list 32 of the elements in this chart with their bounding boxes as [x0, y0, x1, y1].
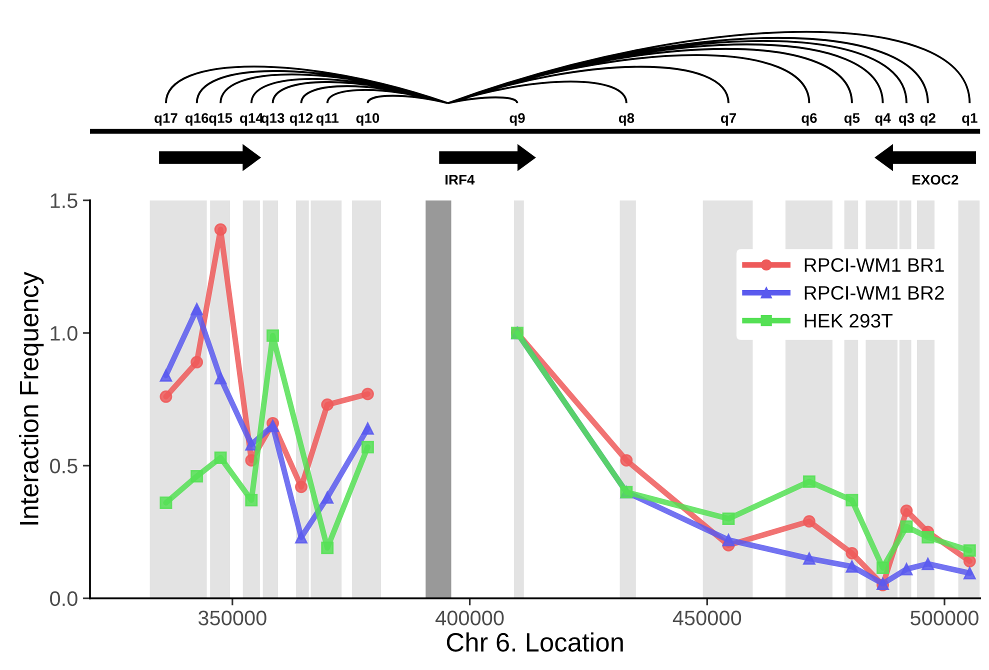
- text: q11: [316, 113, 339, 126]
- x-tick-label: 500000: [910, 610, 978, 626]
- x-axis-title: Chr 6. Location: [446, 632, 623, 652]
- y-tick-label: 1.5: [50, 194, 78, 208]
- text: q10: [356, 113, 380, 126]
- text: q12: [290, 113, 313, 126]
- text: q6: [802, 113, 817, 126]
- x-tick-label: 350000: [198, 610, 266, 626]
- legend-label: RPCI-WM1 BR1: [804, 258, 944, 272]
- text: q16: [185, 113, 208, 126]
- text: q17: [154, 113, 178, 126]
- x-tick-label: 400000: [436, 610, 504, 626]
- y-tick-label: 0.5: [50, 458, 78, 474]
- text: q15: [209, 113, 232, 126]
- x-tick-label: 450000: [672, 610, 742, 626]
- text: EXOC2: [912, 174, 958, 185]
- text: q2: [920, 113, 936, 126]
- text: q5: [844, 113, 860, 126]
- legend-label: HEK 293T: [804, 314, 893, 328]
- text: IRF4: [446, 174, 475, 185]
- text: q3: [898, 113, 914, 126]
- text: q8: [618, 113, 634, 126]
- y-axis-title: Interaction Frequency: [19, 272, 44, 524]
- text: q13: [261, 113, 284, 126]
- text: q7: [720, 113, 736, 126]
- text: q9: [510, 113, 525, 126]
- text: q4: [875, 113, 891, 126]
- text: q14: [240, 113, 264, 126]
- text: q1: [962, 113, 978, 126]
- y-tick-label: 0.0: [50, 591, 78, 606]
- y-tick-label: 1.0: [50, 326, 78, 341]
- legend-label: RPCI-WM1 BR2: [804, 286, 944, 300]
